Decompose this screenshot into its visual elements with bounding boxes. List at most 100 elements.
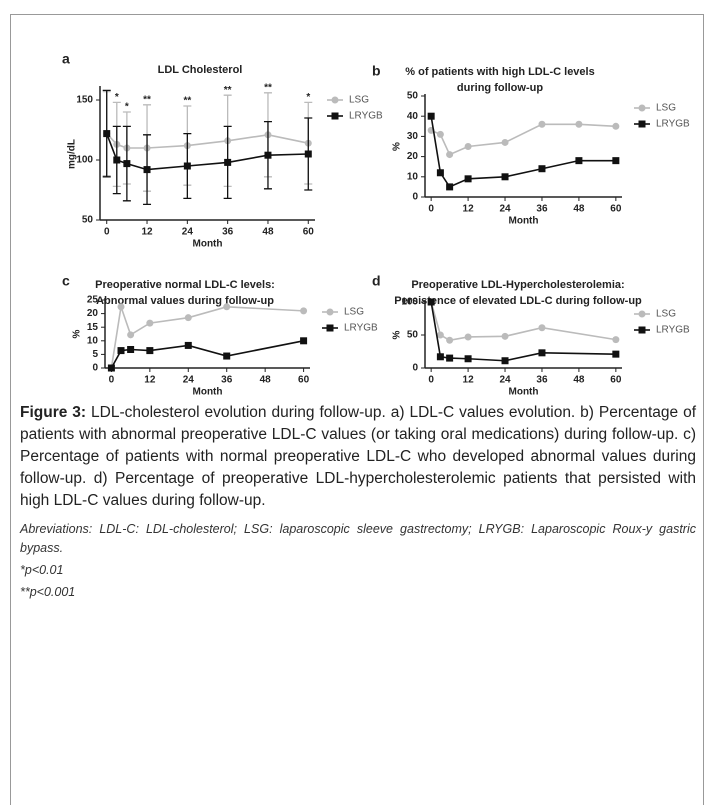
marker (127, 346, 135, 354)
marker (501, 357, 509, 365)
chart-title: Persistence of elevated LDL-C during fol… (394, 295, 642, 307)
chart-title: during follow-up (457, 82, 543, 94)
marker (184, 314, 192, 322)
legend-marker (326, 324, 334, 332)
panel-letter: b (372, 63, 381, 79)
marker (304, 150, 312, 158)
marker (464, 143, 472, 150)
y-tick-label: 100 (76, 155, 93, 166)
x-tick-label: 12 (144, 375, 156, 386)
panel-letter: d (372, 273, 381, 289)
marker (538, 349, 546, 357)
y-tick-label: 15 (87, 322, 99, 333)
x-tick-label: 0 (428, 204, 434, 215)
series-line (110, 340, 304, 369)
chart-title: LDL Cholesterol (158, 64, 243, 76)
legend-label: LSG (349, 95, 369, 106)
legend-marker (638, 104, 646, 112)
marker (107, 364, 115, 372)
marker (436, 169, 444, 177)
figure-frame (10, 14, 704, 805)
marker (436, 353, 444, 361)
x-tick-label: 36 (221, 375, 233, 386)
x-tick-label: 24 (499, 204, 511, 215)
x-tick-label: 36 (536, 204, 548, 215)
legend-label: LRYGB (656, 325, 690, 336)
marker (427, 298, 435, 306)
marker (538, 165, 546, 173)
annotation: ** (143, 94, 151, 105)
legend-marker (326, 308, 334, 316)
y-tick-label: 20 (87, 308, 99, 319)
legend-label: LSG (656, 309, 676, 320)
marker (223, 352, 231, 360)
y-tick-label: 10 (407, 171, 419, 182)
marker (143, 166, 151, 174)
x-tick-label: 48 (573, 204, 585, 215)
marker (501, 138, 509, 146)
caption-label: Figure 3: (20, 404, 87, 421)
x-tick-label: 48 (262, 227, 274, 238)
y-tick-label: 150 (76, 95, 93, 106)
marker (224, 158, 232, 166)
y-axis-label: % (72, 329, 83, 338)
x-tick-label: 24 (499, 375, 511, 386)
marker (113, 156, 121, 164)
x-tick-label: 60 (610, 375, 622, 386)
x-tick-label: 48 (260, 375, 272, 386)
annotation: * (125, 102, 129, 113)
marker (538, 324, 546, 332)
legend-marker (638, 326, 646, 334)
marker (436, 130, 444, 138)
marker (300, 307, 308, 315)
x-tick-label: 0 (428, 375, 434, 386)
marker (117, 347, 125, 355)
marker (427, 112, 435, 120)
marker (612, 122, 620, 130)
chart-title: Preoperative normal LDL-C levels: (95, 279, 275, 291)
panel-letter: a (62, 51, 70, 67)
marker (612, 336, 620, 344)
x-axis-label: Month (509, 387, 539, 398)
y-tick-label: 0 (412, 192, 418, 203)
marker (223, 303, 231, 311)
marker (501, 173, 509, 181)
y-axis-label: mg/dL (67, 139, 78, 169)
series-line (430, 116, 616, 188)
y-tick-label: 50 (407, 330, 419, 341)
marker (464, 333, 472, 341)
series-line (105, 133, 309, 171)
marker (464, 175, 472, 183)
marker (446, 183, 454, 191)
legend-label: LRYGB (344, 323, 378, 334)
x-tick-label: 12 (463, 204, 475, 215)
y-tick-label: 40 (407, 111, 419, 122)
x-tick-label: 24 (182, 227, 194, 238)
marker (184, 341, 192, 349)
legend-marker (331, 96, 339, 104)
legend-label: LRYGB (656, 119, 690, 130)
marker (103, 130, 111, 138)
y-tick-label: 30 (407, 131, 419, 142)
x-tick-label: 24 (183, 375, 195, 386)
series-line (430, 301, 616, 342)
marker (127, 331, 135, 339)
marker (501, 332, 509, 340)
marker (300, 337, 308, 345)
y-tick-label: 25 (87, 295, 99, 306)
marker (612, 350, 620, 358)
x-axis-label: Month (509, 216, 539, 227)
y-tick-label: 0 (92, 363, 98, 374)
x-tick-label: 36 (536, 375, 548, 386)
legend-label: LRYGB (349, 111, 383, 122)
x-tick-label: 48 (573, 375, 585, 386)
caption: Figure 3: LDL-cholesterol evolution duri… (20, 402, 696, 512)
marker (575, 157, 583, 165)
y-tick-label: 50 (82, 215, 94, 226)
abbreviations: Abreviations: LDL-C: LDL-cholesterol; LS… (20, 522, 696, 555)
x-tick-label: 60 (303, 227, 315, 238)
x-tick-label: 12 (463, 375, 475, 386)
x-tick-label: 60 (610, 204, 622, 215)
